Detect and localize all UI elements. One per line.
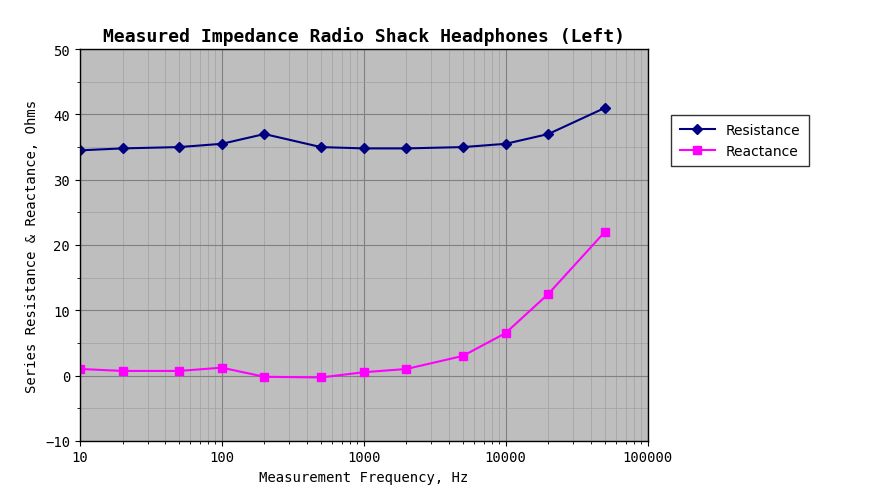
Reactance [259,374,269,380]
Reactance [216,365,227,371]
Resistance [259,132,269,138]
Reactance [599,229,610,235]
Reactance [74,366,85,372]
Reactance [400,366,411,372]
Reactance [358,370,369,376]
X-axis label: Measurement Frequency, Hz: Measurement Frequency, Hz [259,470,468,484]
Resistance [117,146,128,152]
Y-axis label: Series Resistance & Reactance, Ohms: Series Resistance & Reactance, Ohms [26,99,39,392]
Reactance [315,375,326,381]
Resistance [457,145,468,151]
Resistance [500,141,510,147]
Line: Reactance: Reactance [75,228,609,382]
Resistance [542,132,553,138]
Legend: Resistance, Reactance: Resistance, Reactance [671,116,808,167]
Title: Measured Impedance Radio Shack Headphones (Left): Measured Impedance Radio Shack Headphone… [103,27,624,46]
Resistance [74,148,85,154]
Resistance [216,141,227,147]
Reactance [542,292,553,298]
Reactance [174,368,184,374]
Line: Resistance: Resistance [76,105,608,154]
Reactance [117,368,128,374]
Reactance [500,331,510,337]
Reactance [457,353,468,359]
Resistance [400,146,411,152]
Resistance [174,145,184,151]
Resistance [599,106,610,112]
Resistance [315,145,326,151]
Resistance [358,146,369,152]
